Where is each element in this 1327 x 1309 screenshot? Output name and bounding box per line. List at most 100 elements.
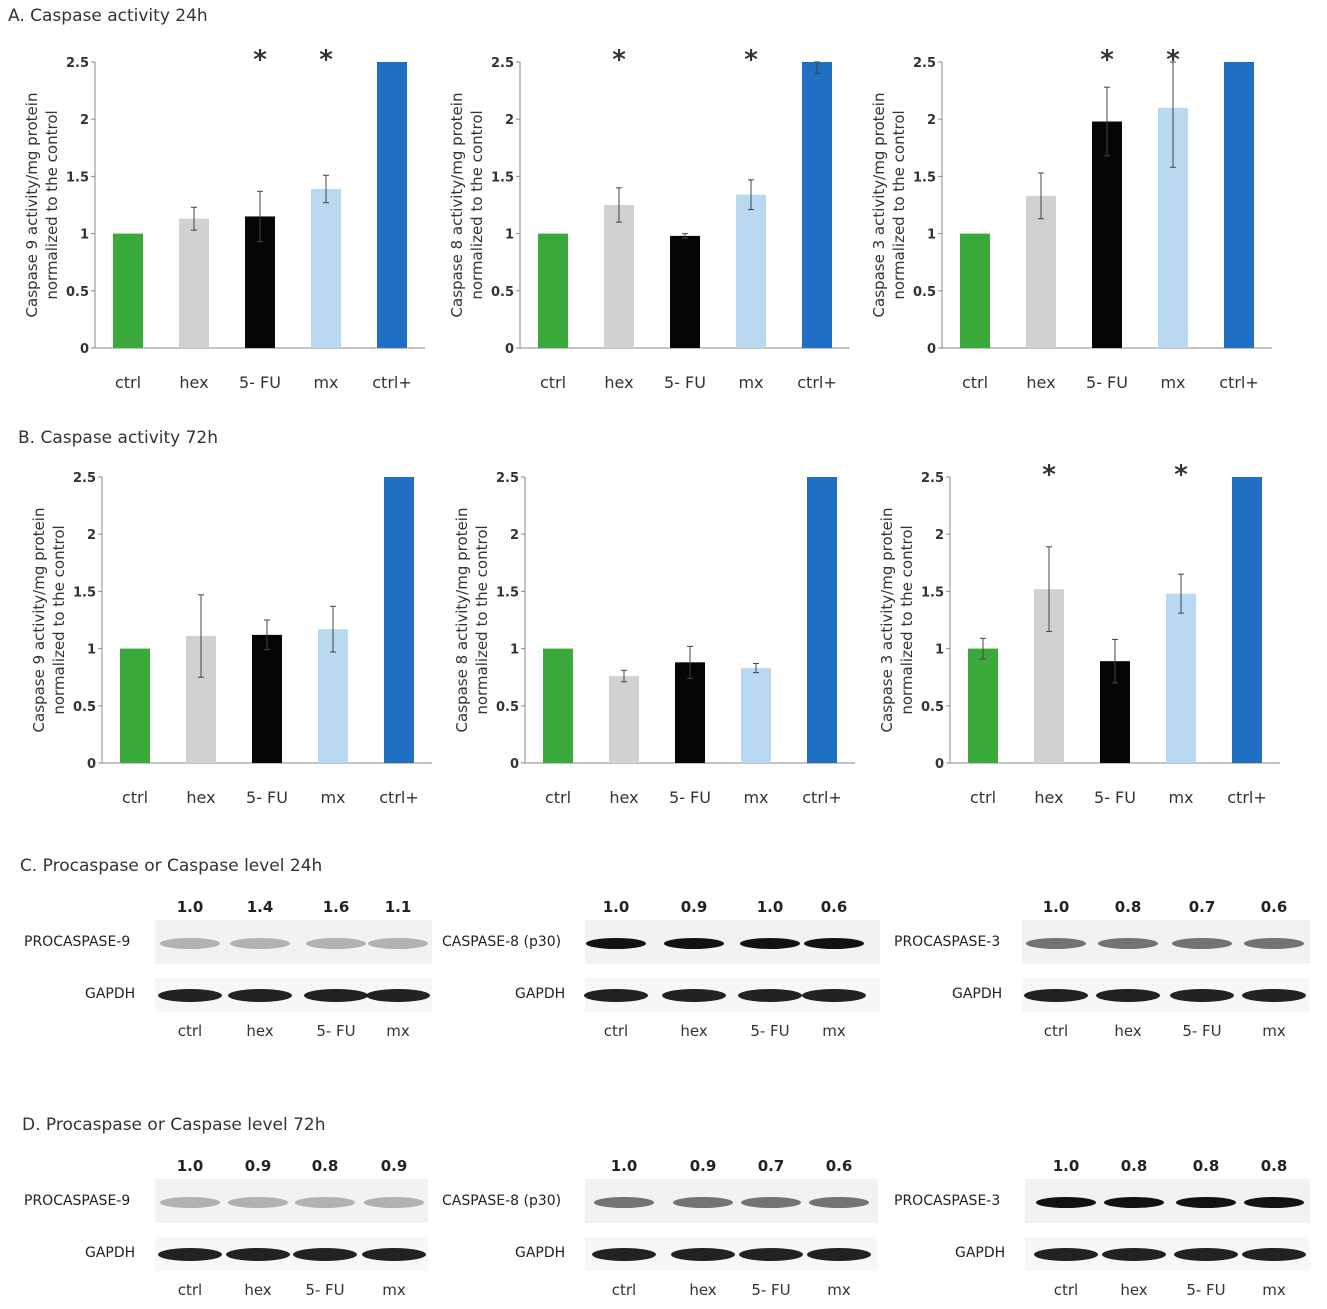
gapdh-band (802, 989, 866, 1002)
band-density-value: 1.0 (610, 1157, 638, 1175)
y-tick-label: 2 (935, 528, 944, 543)
error-bar (1046, 546, 1052, 632)
x-tick-label: hex (604, 373, 633, 392)
bar-ctrl (807, 477, 837, 763)
x-tick-label: 5- FU (669, 788, 711, 807)
band-density-value: 0.9 (380, 1157, 408, 1175)
protein-band (740, 938, 800, 949)
y-axis-label-line1: Caspase 3 activity/mg protein (878, 508, 896, 733)
bar-hex (609, 676, 639, 763)
gapdh-band (228, 989, 292, 1002)
band-density-value: 0.8 (311, 1157, 339, 1175)
protein-band (809, 1197, 869, 1208)
band-density-value: 0.6 (820, 898, 848, 916)
lane-label: 5- FU (1186, 1281, 1226, 1299)
error-bar (191, 206, 197, 231)
y-tick-label: 1 (927, 228, 936, 243)
x-tick-label: mx (1168, 788, 1193, 807)
y-tick-label: 1.5 (66, 170, 89, 185)
chart-b3-caspase3-72h: Caspase 3 activity/mg protein normalized … (878, 460, 1280, 807)
section-c-title: C. Procaspase or Caspase level 24h (20, 856, 323, 876)
x-tick-label: ctrl+ (1227, 788, 1267, 807)
blot-gapdh-label: GAPDH (515, 986, 566, 1002)
protein-band (1104, 1197, 1164, 1208)
bar-ctrl (113, 233, 143, 348)
significance-star: * (612, 45, 626, 75)
significance-star: * (253, 45, 267, 75)
error-bar (198, 594, 204, 678)
gapdh-band (671, 1248, 735, 1261)
y-tick-label: 1.5 (913, 170, 936, 185)
gapdh-band (1242, 989, 1306, 1002)
bar-5fu (252, 634, 282, 763)
band-density-value: 1.0 (756, 898, 784, 916)
y-axis-label-line1: Caspase 9 activity/mg protein (30, 508, 48, 733)
lane-label: mx (386, 1022, 410, 1040)
x-tick-label: mx (320, 788, 345, 807)
x-tick-label: hex (1026, 373, 1055, 392)
protein-blot-strip (155, 920, 432, 964)
x-tick-label: mx (738, 373, 763, 392)
x-tick-label: 5- FU (1086, 373, 1128, 392)
blot-protein-label: CASPASE-8 (p30) (442, 1193, 562, 1209)
gapdh-band (1096, 989, 1160, 1002)
x-tick-label: mx (743, 788, 768, 807)
y-tick-label: 1 (510, 643, 519, 658)
y-tick-label: 0 (510, 757, 519, 772)
band-density-value: 0.6 (825, 1157, 853, 1175)
x-tick-label: hex (609, 788, 638, 807)
band-density-value: 0.9 (689, 1157, 717, 1175)
lane-label: hex (244, 1281, 272, 1299)
bar-5fu (670, 235, 700, 348)
lane-label: hex (1120, 1281, 1148, 1299)
blot-gapdh-label: GAPDH (515, 1245, 566, 1261)
error-bar (323, 174, 329, 204)
protein-band (1176, 1197, 1236, 1208)
y-tick-label: 2 (87, 528, 96, 543)
y-tick-label: 1.5 (73, 585, 96, 600)
error-bar (1038, 172, 1044, 220)
significance-star: * (319, 45, 333, 75)
y-tick-label: 0 (935, 757, 944, 772)
band-density-value: 0.7 (1188, 898, 1216, 916)
section-b-title: B. Caspase activity 72h (18, 428, 219, 448)
bar-ctrl (960, 233, 990, 348)
bar-mx (736, 194, 766, 348)
error-bar (682, 233, 688, 239)
y-tick-label: 0 (80, 342, 89, 357)
y-tick-label: 1 (87, 643, 96, 658)
x-tick-label: hex (179, 373, 208, 392)
bar-ctrl (120, 648, 150, 763)
y-tick-label: 1.5 (921, 585, 944, 600)
protein-band (306, 938, 366, 949)
error-bar (753, 662, 759, 674)
blot-gapdh-label: GAPDH (955, 1245, 1006, 1261)
protein-band (741, 1197, 801, 1208)
blot-gapdh-label: GAPDH (85, 986, 136, 1002)
protein-blot-strip (155, 1179, 428, 1223)
y-axis-label-line2: normalized to the control (50, 525, 68, 714)
x-tick-label: 5- FU (246, 788, 288, 807)
error-bar (1178, 573, 1184, 614)
lane-label: 5- FU (316, 1022, 356, 1040)
y-tick-label: 1 (80, 228, 89, 243)
protein-band (1098, 938, 1158, 949)
y-tick-label: 1.5 (491, 170, 514, 185)
gapdh-band (1102, 1248, 1166, 1261)
chart-a3-caspase3-24h: Caspase 3 activity/mg protein normalized … (870, 45, 1272, 392)
x-tick-label: hex (1034, 788, 1063, 807)
section-a-title: A. Caspase activity 24h (8, 6, 208, 26)
band-density-value: 1.1 (384, 898, 412, 916)
gapdh-band (1170, 989, 1234, 1002)
x-tick-label: mx (313, 373, 338, 392)
bar-ctrl (802, 62, 832, 348)
gapdh-band (807, 1248, 871, 1261)
lane-label: ctrl (177, 1281, 203, 1299)
protein-band (673, 1197, 733, 1208)
gapdh-band (584, 989, 648, 1002)
y-tick-label: 2.5 (913, 56, 936, 71)
significance-star: * (1100, 45, 1114, 75)
error-bar (1104, 86, 1110, 157)
x-tick-label: ctrl+ (372, 373, 412, 392)
y-tick-label: 2 (510, 528, 519, 543)
